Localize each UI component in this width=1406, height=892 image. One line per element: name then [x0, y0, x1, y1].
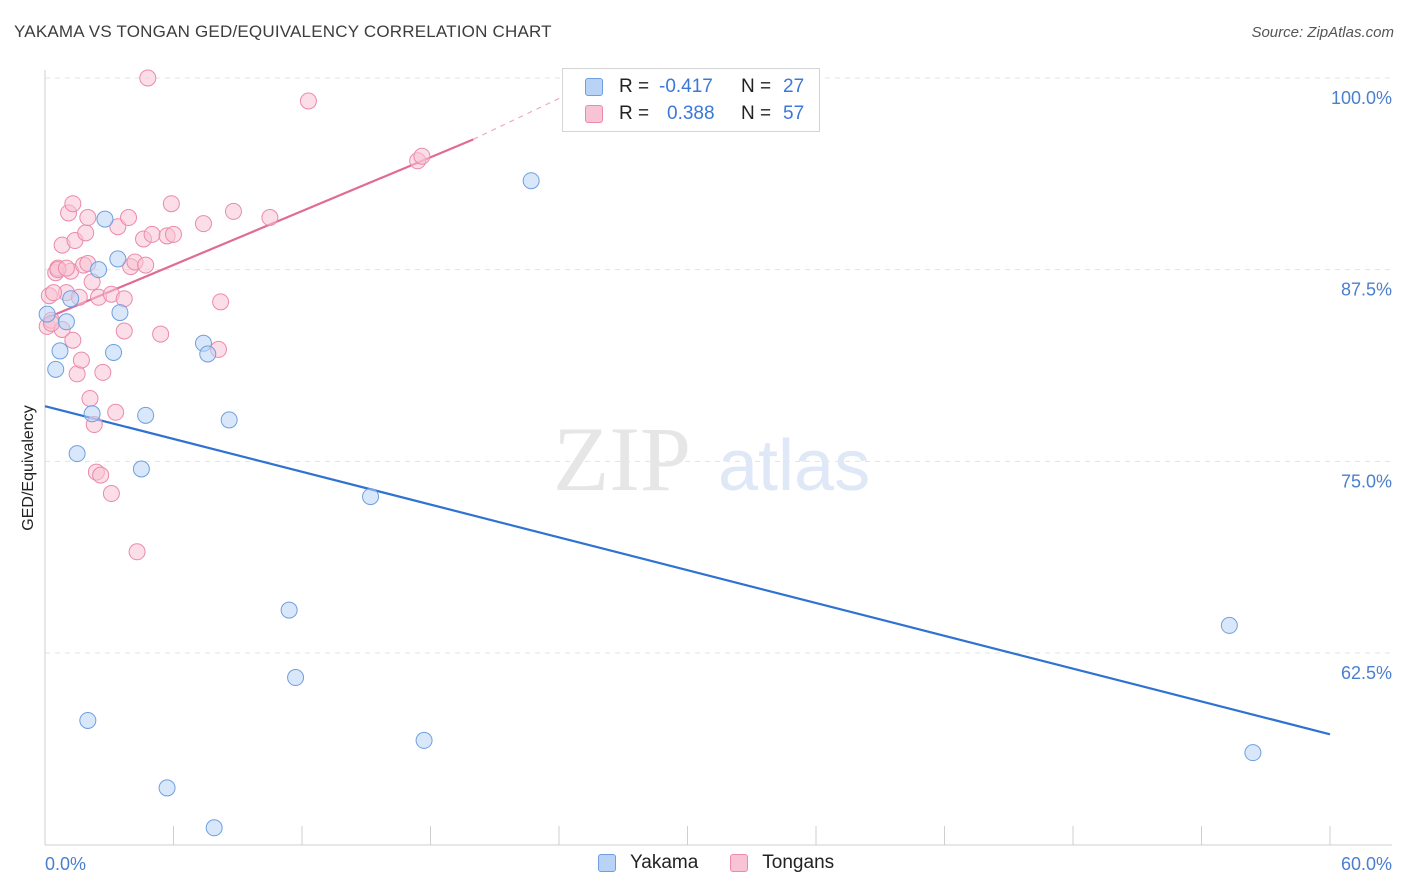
n-label: N =	[741, 103, 772, 124]
tongans-point	[261, 209, 279, 227]
tongans-point	[79, 209, 97, 227]
yakama-point	[105, 343, 123, 361]
tongans-point	[57, 259, 75, 277]
legend-item-yakama: Yakama	[598, 852, 698, 874]
tongans-point	[120, 209, 138, 227]
tongans-point	[137, 256, 155, 274]
yakama-point	[362, 488, 380, 506]
x-tick-label: 60.0%	[1341, 854, 1392, 874]
tongans-point	[64, 331, 82, 349]
tongans-legend-label: Tongans	[762, 852, 835, 873]
tongans-point	[165, 225, 182, 243]
n-value: 57	[783, 103, 805, 124]
watermark-atlas: atlas	[718, 426, 870, 506]
tongans-point	[94, 363, 112, 381]
tongans-swatch	[585, 105, 603, 123]
tongans-point	[413, 147, 431, 165]
legend-row-tongans: R = 0.388 N = 57	[585, 101, 804, 127]
yakama-point	[132, 460, 150, 478]
n-label: N =	[741, 76, 772, 97]
r-value: -0.417	[659, 76, 713, 97]
watermark: ZIP atlas	[553, 408, 870, 510]
r-label: R =	[619, 76, 650, 97]
tongans-point	[224, 202, 242, 220]
yakama-point	[51, 342, 69, 360]
tongans-point	[77, 224, 95, 242]
yakama-point	[47, 360, 65, 378]
data-points	[38, 69, 1262, 837]
yakama-point	[109, 250, 127, 268]
tick-labels: 62.5% 75.0% 87.5% 100.0% 0.0% 60.0%	[45, 88, 1392, 874]
yakama-point	[205, 819, 223, 837]
tongans-point	[299, 92, 317, 110]
tongans-point	[194, 215, 212, 233]
tongans-legend-swatch	[730, 854, 749, 872]
r-value: 0.388	[667, 103, 715, 124]
tongans-point	[72, 351, 90, 369]
y-tick-label: 62.5%	[1341, 663, 1392, 683]
watermark-zip: ZIP	[553, 408, 691, 510]
tongans-point	[162, 195, 180, 213]
correlation-legend: R = -0.417 N = 27 R = 0.388 N = 57	[562, 68, 820, 132]
yakama-point	[57, 313, 75, 331]
yakama-swatch	[585, 78, 603, 96]
yakama-point	[522, 172, 540, 190]
legend-item-tongans: Tongans	[730, 852, 834, 874]
yakama-point	[90, 261, 108, 279]
tongans-trend-extension	[473, 92, 570, 140]
yakama-trend-line	[44, 405, 1331, 736]
yakama-point	[79, 711, 97, 729]
y-tick-label: 100.0%	[1331, 88, 1392, 108]
tongans-point	[102, 485, 120, 503]
chart-title: YAKAMA VS TONGAN GED/EQUIVALENCY CORRELA…	[14, 22, 552, 41]
yakama-legend-swatch	[598, 854, 616, 872]
yakama-point	[137, 406, 155, 424]
yakama-point	[62, 290, 80, 308]
yakama-point	[415, 731, 433, 749]
axes	[44, 70, 1392, 846]
n-value: 27	[783, 76, 805, 97]
y-tick-label: 87.5%	[1341, 280, 1392, 300]
yakama-point	[1244, 744, 1262, 762]
tongans-point	[139, 69, 157, 87]
grid-lines	[45, 77, 1392, 654]
r-label: R =	[619, 103, 650, 124]
legend-row-yakama: R = -0.417 N = 27	[585, 74, 804, 100]
tongans-point	[128, 543, 146, 561]
y-tick-label: 75.0%	[1341, 471, 1392, 491]
source-note: Source: ZipAtlas.com	[1251, 24, 1394, 41]
yakama-point	[158, 779, 176, 797]
yakama-point	[38, 305, 56, 323]
tongans-point	[115, 322, 133, 340]
yakama-point	[68, 445, 86, 463]
tongans-point	[45, 284, 63, 302]
yakama-point	[111, 304, 129, 322]
yakama-point	[199, 345, 217, 363]
tongans-point	[152, 325, 170, 343]
yakama-legend-label: Yakama	[630, 852, 699, 873]
yakama-point	[1220, 616, 1238, 634]
tongans-point	[143, 225, 161, 243]
series-legend: Yakama Tongans	[598, 852, 866, 874]
x-tick-label: 0.0%	[45, 854, 86, 874]
tongans-point	[81, 389, 99, 407]
yakama-point	[287, 669, 305, 687]
y-axis-title: GED/Equivalency	[20, 405, 37, 530]
yakama-point	[96, 210, 114, 228]
yakama-point	[220, 411, 238, 429]
yakama-point	[280, 601, 298, 619]
tongans-point	[92, 466, 110, 484]
yakama-point	[83, 405, 101, 423]
tongans-point	[107, 403, 125, 421]
tongans-point	[64, 195, 82, 213]
tongans-point	[212, 293, 230, 311]
